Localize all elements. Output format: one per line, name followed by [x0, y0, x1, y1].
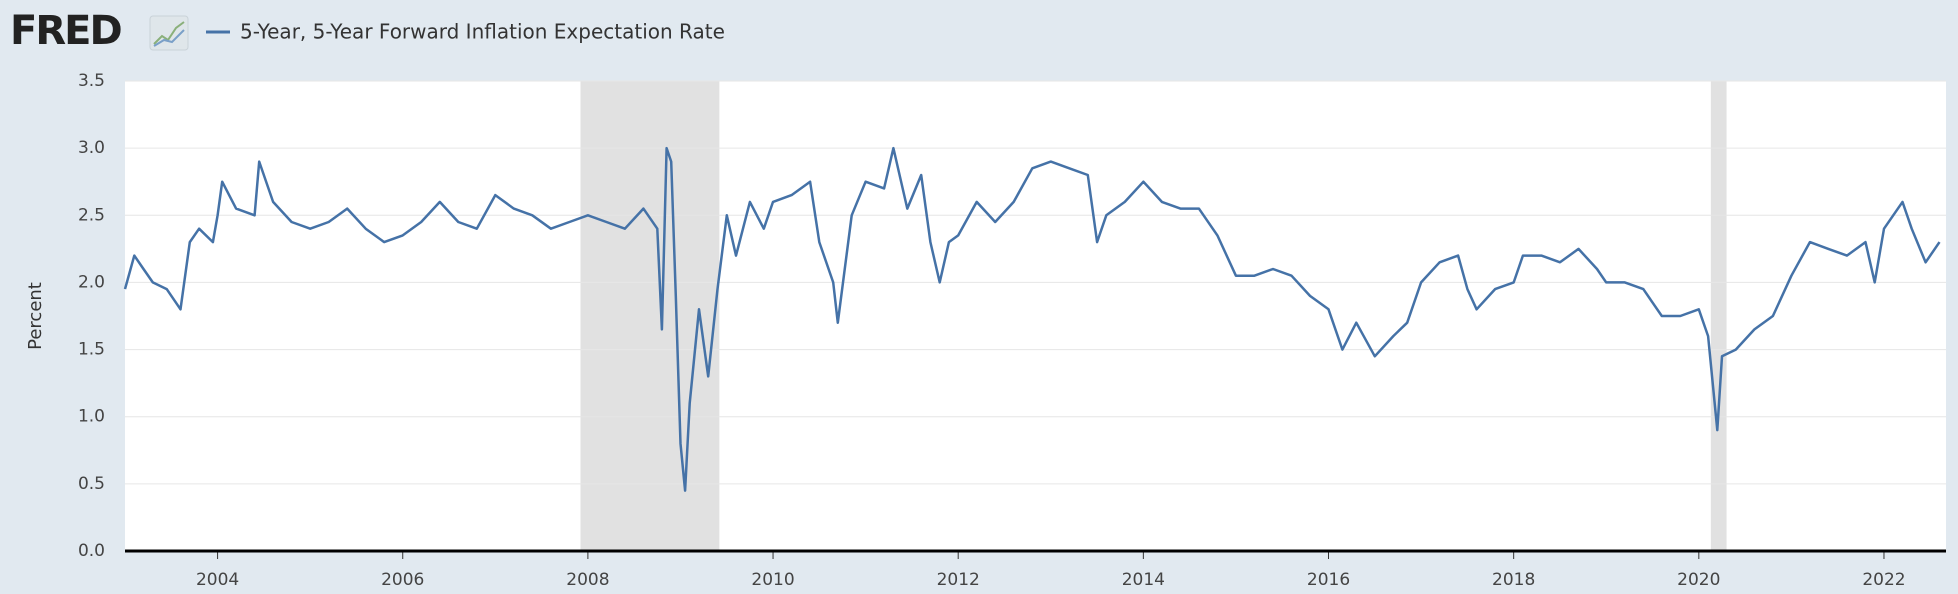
y-axis-label: Percent: [25, 282, 46, 350]
y-tick-label: 3.5: [78, 71, 105, 91]
recession-band: [1710, 81, 1727, 551]
x-tick-label: 2022: [1862, 570, 1905, 590]
y-tick-label: 3.0: [78, 138, 105, 158]
x-tick-label: 2004: [196, 570, 239, 590]
x-tick-label: 2008: [566, 570, 609, 590]
logo: FRED: [10, 8, 121, 54]
logo-icon: [149, 15, 189, 51]
x-tick-label: 2006: [381, 570, 424, 590]
y-tick-label: 2.5: [78, 205, 105, 225]
x-tick-label: 2016: [1307, 570, 1350, 590]
plot-area: [125, 81, 1946, 551]
y-tick-label: 2.0: [78, 272, 105, 292]
x-tick-label: 2014: [1122, 570, 1165, 590]
series-line: [123, 146, 1941, 492]
x-tick-label: 2012: [937, 570, 980, 590]
y-tick-label: 0.5: [78, 474, 105, 494]
x-tick-label: 2018: [1492, 570, 1535, 590]
x-tick-label: 2020: [1677, 570, 1720, 590]
y-tick-label: 1.5: [78, 340, 105, 360]
legend-label: 5-Year, 5-Year Forward Inflation Expecta…: [240, 20, 725, 44]
x-tick-label: 2010: [751, 570, 794, 590]
y-tick-label: 0.0: [78, 541, 105, 561]
recession-band: [580, 81, 720, 551]
y-tick-label: 1.0: [78, 407, 105, 427]
